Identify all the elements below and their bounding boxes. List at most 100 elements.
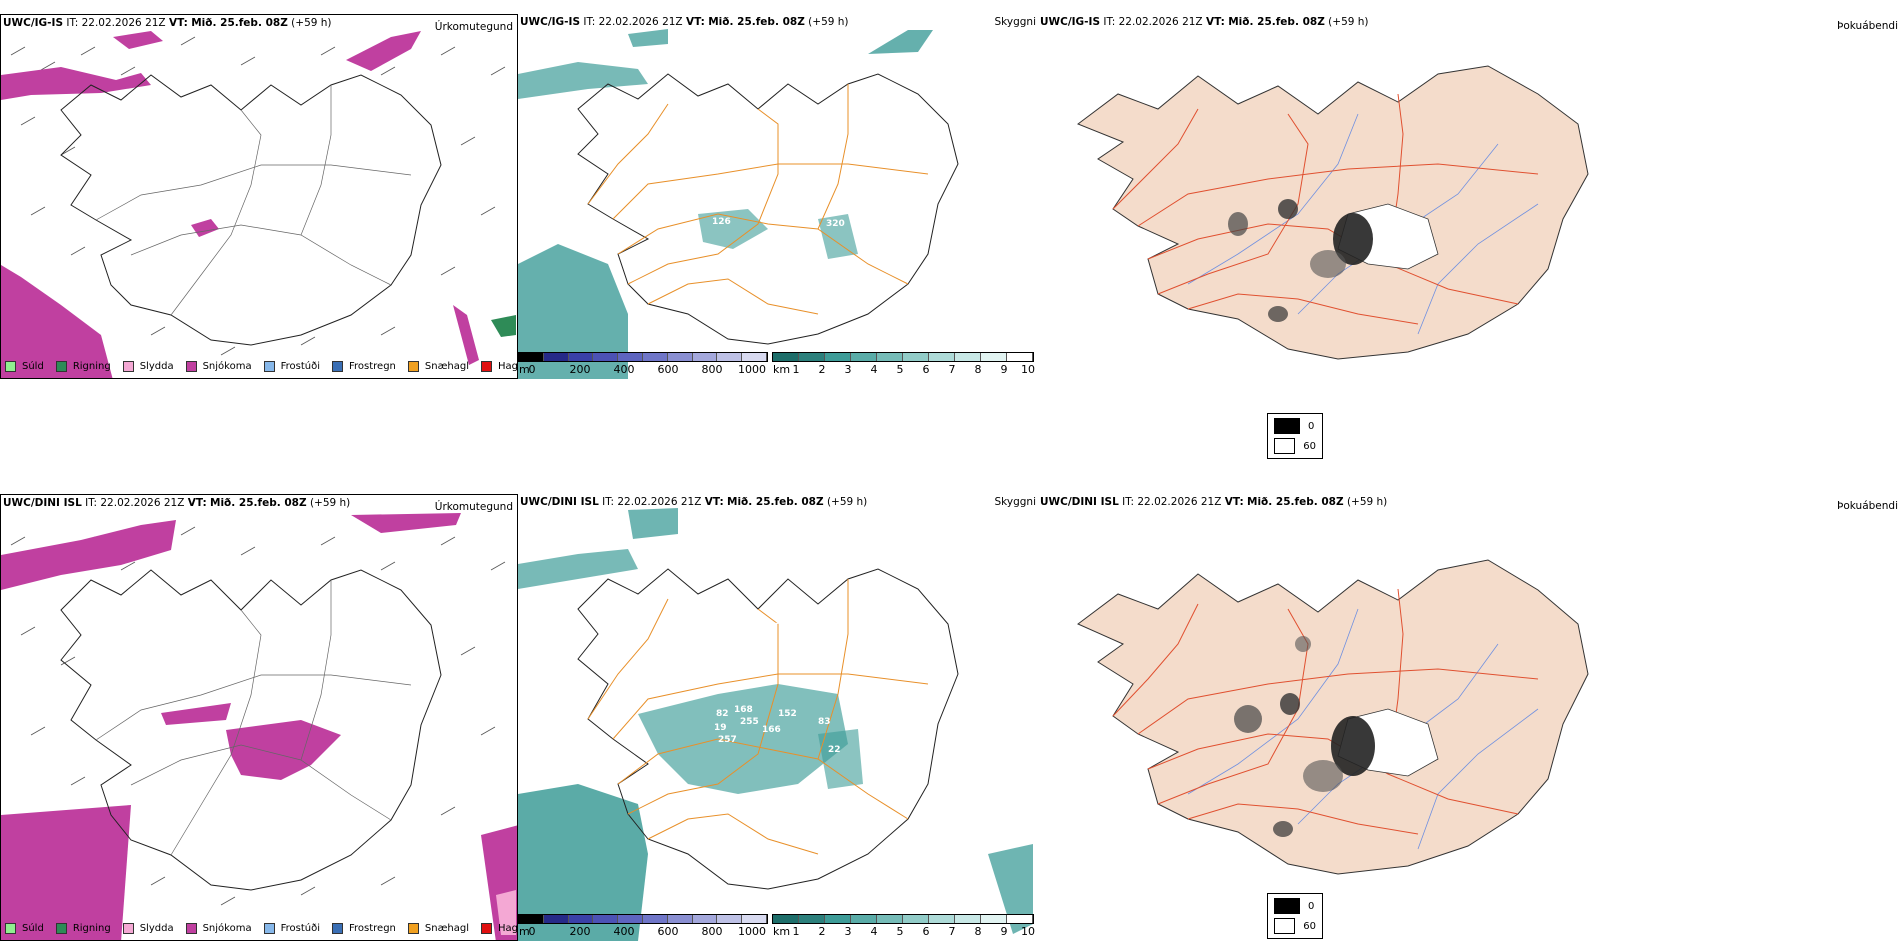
fog-swatch-black — [1274, 418, 1300, 434]
tick-label: 10 — [1021, 363, 1035, 376]
fog-region-ne — [868, 30, 933, 54]
tick-label: 400 — [613, 925, 635, 938]
tick-label: 200 — [569, 925, 591, 938]
legend-label: Rigning — [72, 923, 111, 934]
it-label: IT: — [66, 17, 79, 29]
it-label: IT: — [602, 496, 615, 508]
lead-time: (+59 h) — [291, 17, 332, 29]
fog-index-scale: 0 60 — [1267, 413, 1323, 459]
lead-time: (+59 h) — [808, 16, 849, 28]
vis-label: 82 — [716, 709, 729, 719]
cloud-base-ticks: m 0 200 400 600 800 1000 — [518, 925, 768, 939]
legend-label: Súld — [22, 361, 44, 372]
tick-label: 3 — [844, 925, 852, 938]
legend-label: Frostúði — [280, 923, 320, 934]
map-visibility-ig-is: 36 126 320 21 — [518, 29, 959, 379]
legend-item-frostregn: Frostregn — [332, 923, 396, 934]
map-precip-ig-is — [1, 31, 516, 378]
lead-time: (+59 h) — [826, 496, 868, 508]
legend-item-frostudi: Frostúði — [263, 361, 320, 372]
tick-label: 8 — [974, 363, 982, 376]
vt-value: Mið. 25.feb. 08Z — [1228, 16, 1325, 28]
panel-fog-index-ig-is: UWC/IG-IS IT: 22.02.2026 21Z VT: Mið. 25… — [1038, 14, 1900, 379]
fog-swatch-white — [1274, 918, 1296, 934]
fog-region-nw — [518, 549, 638, 589]
tick-label: 6 — [922, 363, 930, 376]
fog-tick: 60 — [1303, 920, 1316, 932]
legend-label: Frostúði — [280, 361, 320, 372]
snow-region-north — [113, 31, 163, 49]
legend-swatch — [332, 361, 343, 372]
tick-label: 8 — [974, 925, 982, 938]
snow-region-ne — [346, 31, 421, 71]
legend-label: Rigning — [72, 361, 111, 372]
legend-label: Haglél — [498, 361, 518, 372]
panel-fog-index-dini: UWC/DINI ISL IT: 22.02.2026 21Z VT: Mið.… — [1038, 494, 1900, 941]
visibility-ticks: km 1 2 3 4 5 6 7 8 9 10 — [772, 363, 1035, 377]
road-network — [587, 579, 929, 855]
vt-label: VT: — [685, 16, 705, 28]
tick-label: 200 — [569, 363, 591, 376]
visibility-colorbar — [772, 914, 1034, 924]
vt-value: Mið. 25.feb. 08Z — [191, 17, 288, 29]
snow-region-central — [191, 219, 219, 237]
precip-legend: Súld Rigning Slydda Snjókoma Frostúði Fr… — [5, 361, 518, 372]
legend-swatch — [481, 923, 493, 934]
lead-time: (+59 h) — [1346, 496, 1388, 508]
vis-label: 152 — [778, 709, 797, 719]
cloud-base-scale: m 0 200 400 600 800 1000 — [518, 914, 768, 939]
snow-region-central — [226, 720, 341, 780]
tick-label: 1 — [792, 363, 800, 376]
map-fog-ig-is — [1076, 65, 1589, 360]
panel-visibility-dini: 35 179 82 168 152 19 255 257 166 22 83 U… — [518, 494, 1038, 941]
legend-label: Frostregn — [349, 361, 396, 372]
visibility-unit: km — [773, 363, 791, 376]
fog-region-east — [818, 729, 863, 789]
fog-region-central — [638, 684, 848, 794]
legend-item-frostregn: Frostregn — [332, 361, 396, 372]
road-network — [95, 580, 412, 856]
iceland-land-fill — [1076, 65, 1589, 360]
iceland-outline — [577, 568, 959, 890]
legend-item-snjokoma: Snjókoma — [185, 923, 252, 934]
tick-label: 1000 — [738, 363, 766, 376]
tick-label: 4 — [870, 925, 878, 938]
panel-precip-type-ig-is: UWC/IG-IS IT: 22.02.2026 21Z VT: Mið. 25… — [0, 14, 518, 379]
fog-region-sw — [518, 244, 628, 379]
legend-item-rigning: Rigning — [55, 923, 111, 934]
legend-label: Snæhagl — [424, 923, 470, 934]
legend-item-slydda: Slydda — [122, 923, 174, 934]
fog-patch — [1280, 693, 1300, 715]
legend-swatch — [55, 361, 67, 372]
fog-region-se — [988, 844, 1033, 934]
fog-swatch-white — [1274, 438, 1296, 454]
legend-item-rigning: Rigning — [55, 361, 111, 372]
fog-scale-row-min: 60 — [1274, 438, 1316, 454]
vis-label: 19 — [714, 723, 727, 733]
tick-label: 0 — [528, 925, 536, 938]
road-network — [1112, 588, 1539, 835]
fog-region-east — [818, 214, 858, 259]
vt-value: Mið. 25.feb. 08Z — [1247, 496, 1344, 508]
legend-item-sudl: Súld — [5, 923, 44, 934]
fog-swatch-black — [1274, 898, 1300, 914]
it-label: IT: — [85, 497, 98, 509]
cloud-base-unit: m — [519, 925, 530, 938]
panel-header: UWC/DINI ISL IT: 22.02.2026 21Z VT: Mið.… — [520, 496, 867, 508]
legend-item-snaehagl: Snæhagl — [407, 923, 470, 934]
vt-label: VT: — [187, 497, 207, 509]
fog-patch — [1295, 636, 1311, 652]
fog-tick: 60 — [1303, 440, 1316, 452]
legend-swatch — [122, 361, 134, 372]
road-network — [1112, 93, 1539, 325]
vis-label: 320 — [826, 219, 845, 229]
tick-label: 9 — [1000, 363, 1008, 376]
vis-label: 83 — [818, 717, 831, 727]
fog-patch — [1273, 821, 1293, 837]
vis-label: 35 — [774, 617, 787, 627]
legend-item-slydda: Slydda — [122, 361, 174, 372]
cloud-base-ticks: m 0 200 400 600 800 1000 — [518, 363, 768, 377]
legend-swatch — [481, 361, 493, 372]
panel-precip-type-dini: UWC/DINI ISL IT: 22.02.2026 21Z VT: Mið.… — [0, 494, 518, 941]
snow-region-sw — [1, 265, 113, 378]
